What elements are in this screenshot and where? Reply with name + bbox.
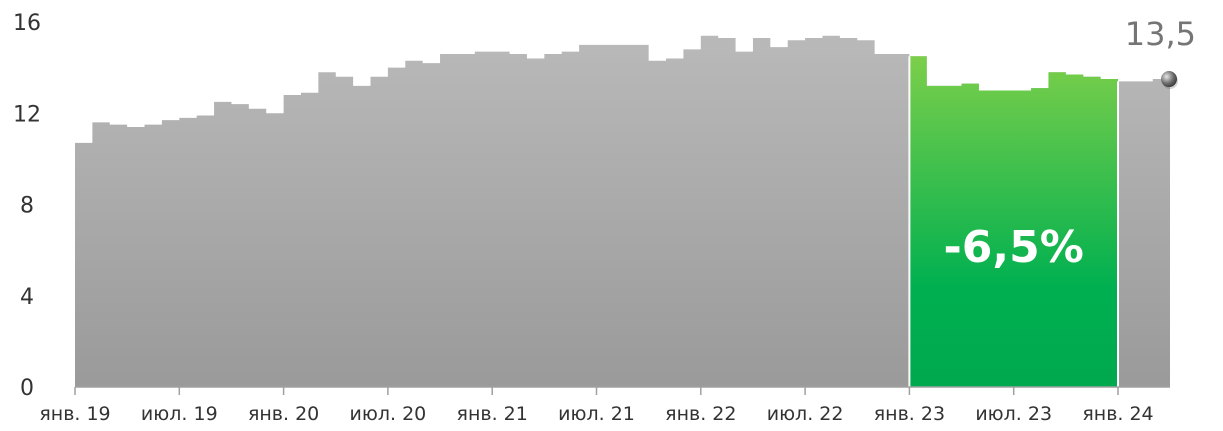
x-tick-label: июл. 23: [975, 403, 1052, 425]
y-tick-label: 0: [20, 376, 34, 401]
x-tick-label: июл. 20: [350, 403, 427, 425]
y-tick-label: 4: [20, 285, 34, 310]
last-value-dot: [1161, 71, 1177, 88]
x-tick-label: июл. 21: [558, 403, 635, 425]
x-tick-label: июл. 22: [767, 403, 844, 425]
x-tick-label: янв. 23: [874, 403, 945, 425]
last-value-label: 13,5: [1125, 15, 1196, 53]
x-tick-label: янв. 24: [1082, 403, 1153, 425]
x-tick-label: янв. 20: [248, 403, 319, 425]
x-tick-label: янв. 22: [665, 403, 736, 425]
period-change-label: -6,5%: [944, 222, 1084, 273]
highlight-area: [909, 56, 1118, 387]
y-tick-label: 8: [20, 194, 34, 219]
y-tick-label: 12: [13, 102, 41, 127]
x-tick-label: июл. 19: [141, 403, 218, 425]
x-tick-label: янв. 19: [39, 403, 110, 425]
price-area: [75, 35, 1170, 387]
x-tick-label: янв. 21: [457, 403, 528, 425]
y-tick-label: 16: [13, 11, 41, 36]
